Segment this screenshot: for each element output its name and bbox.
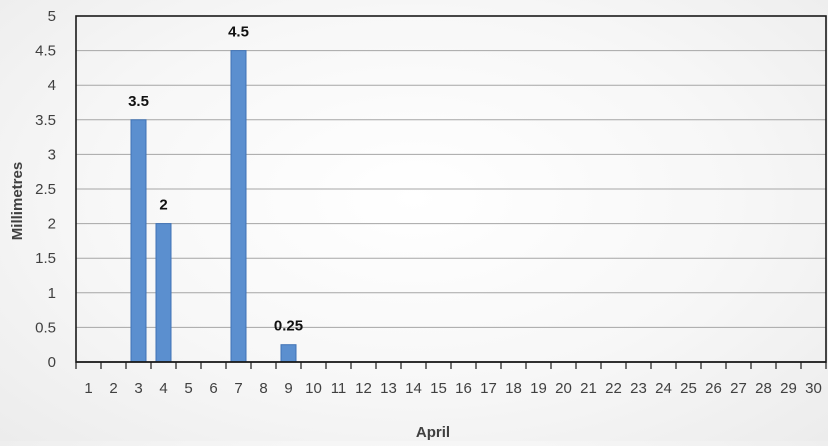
y-tick-label: 1 <box>48 285 56 302</box>
data-label-day-3: 3.5 <box>128 93 149 110</box>
x-tick-labels: 1 2 3 4 5 6 7 8 9 10 11 12 13 14 15 16 17 18 19 20 21 22 23 24 2… <box>84 380 822 397</box>
x-tick-label: 27 <box>730 380 747 397</box>
x-tick-label: 10 <box>305 380 322 397</box>
data-label-day-4: 2 <box>159 197 167 214</box>
x-tick-label: 5 <box>184 380 192 397</box>
x-tick-label: 13 <box>380 380 397 397</box>
x-tick-label: 6 <box>209 380 217 397</box>
grid-lines <box>76 50 826 328</box>
x-axis-title: April <box>416 424 450 441</box>
x-tick-label: 16 <box>455 380 472 397</box>
x-tick-label: 21 <box>580 380 597 397</box>
x-tick-label: 9 <box>284 380 292 397</box>
axes <box>75 15 827 369</box>
x-tick-label: 1 <box>84 380 92 397</box>
x-tick-label: 26 <box>705 380 722 397</box>
y-tick-label: 4 <box>48 77 56 94</box>
x-tick-label: 23 <box>630 380 647 397</box>
data-label-day-7: 4.5 <box>228 24 249 41</box>
x-tick-label: 20 <box>555 380 572 397</box>
bar-day-9 <box>280 344 297 363</box>
y-axis-title: Millimetres <box>9 162 26 240</box>
x-tick-label: 17 <box>480 380 497 397</box>
y-tick-label: 5 <box>48 8 56 25</box>
y-tick-label: 0 <box>48 354 56 371</box>
x-tick-label: 3 <box>134 380 142 397</box>
bar-day-7 <box>230 50 247 363</box>
x-tick-label: 19 <box>530 380 547 397</box>
y-tick-label: 0.5 <box>35 319 56 336</box>
x-tick-label: 8 <box>259 380 267 397</box>
y-tick-label: 3.5 <box>35 112 56 129</box>
x-tick-label: 12 <box>355 380 372 397</box>
x-tick-label: 4 <box>159 380 167 397</box>
y-tick-label: 2 <box>48 216 56 233</box>
x-tick-label: 28 <box>755 380 772 397</box>
x-tick-label: 24 <box>655 380 672 397</box>
x-tick-label: 22 <box>605 380 622 397</box>
bar-day-4 <box>155 223 172 363</box>
x-tick-label: 25 <box>680 380 697 397</box>
y-tick-labels: 0 0.5 1 1.5 2 2.5 3 3.5 4 4.5 5 <box>35 8 56 371</box>
bar-day-3 <box>130 119 147 363</box>
y-tick-label: 2.5 <box>35 181 56 198</box>
x-tick-label: 7 <box>234 380 242 397</box>
x-tick-label: 11 <box>331 380 347 397</box>
data-labels: 3.5 2 4.5 0.25 <box>128 24 303 335</box>
x-tick-label: 2 <box>109 380 117 397</box>
x-tick-label: 29 <box>780 380 797 397</box>
x-tick-label: 18 <box>505 380 522 397</box>
y-tick-label: 4.5 <box>35 43 56 60</box>
data-label-day-9: 0.25 <box>274 318 303 335</box>
x-tick-label: 14 <box>405 380 422 397</box>
x-tick-label: 30 <box>805 380 822 397</box>
bars <box>130 50 297 363</box>
y-tick-label: 3 <box>48 146 56 163</box>
x-tick-label: 15 <box>430 380 447 397</box>
y-tick-label: 1.5 <box>35 250 56 267</box>
